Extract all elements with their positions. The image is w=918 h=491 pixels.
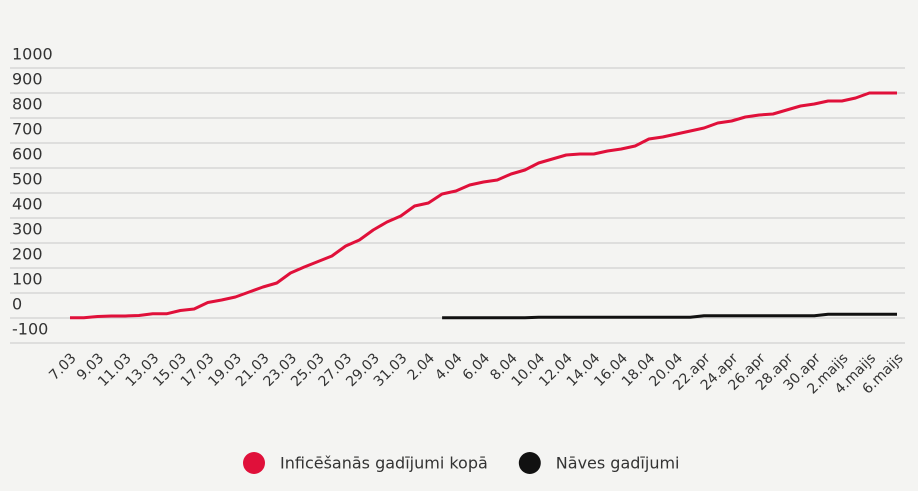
- legend-label: Nāves gadījumi: [556, 454, 680, 473]
- legend-marker: [243, 452, 265, 474]
- legend: Inficēšanās gadījumi kopā Nāves gadījumi: [243, 452, 679, 474]
- y-tick-label: 100: [12, 270, 43, 289]
- x-tick-label: 7.03: [46, 350, 79, 383]
- x-tick-label: 6.04: [460, 350, 493, 383]
- legend-label: Inficēšanās gadījumi kopā: [280, 454, 488, 473]
- x-tick-label: 4.04: [432, 350, 465, 383]
- y-tick-label: 900: [12, 70, 43, 89]
- y-tick-label: 700: [12, 120, 43, 139]
- y-tick-label: 200: [12, 245, 43, 264]
- y-tick-label: 600: [12, 145, 43, 164]
- legend-marker: [518, 452, 541, 474]
- y-tick-label: 0: [12, 295, 22, 314]
- y-tick-label: 500: [12, 170, 43, 189]
- line-series: [70, 91, 897, 320]
- x-tick-label: 2.04: [405, 350, 438, 383]
- y-tick-label: -100: [12, 320, 48, 339]
- y-tick-label: 1000: [12, 45, 53, 64]
- y-tick-label: 800: [12, 95, 43, 114]
- y-tick-label: 300: [12, 220, 43, 239]
- line-series: [442, 312, 897, 320]
- y-tick-label: 400: [12, 195, 43, 214]
